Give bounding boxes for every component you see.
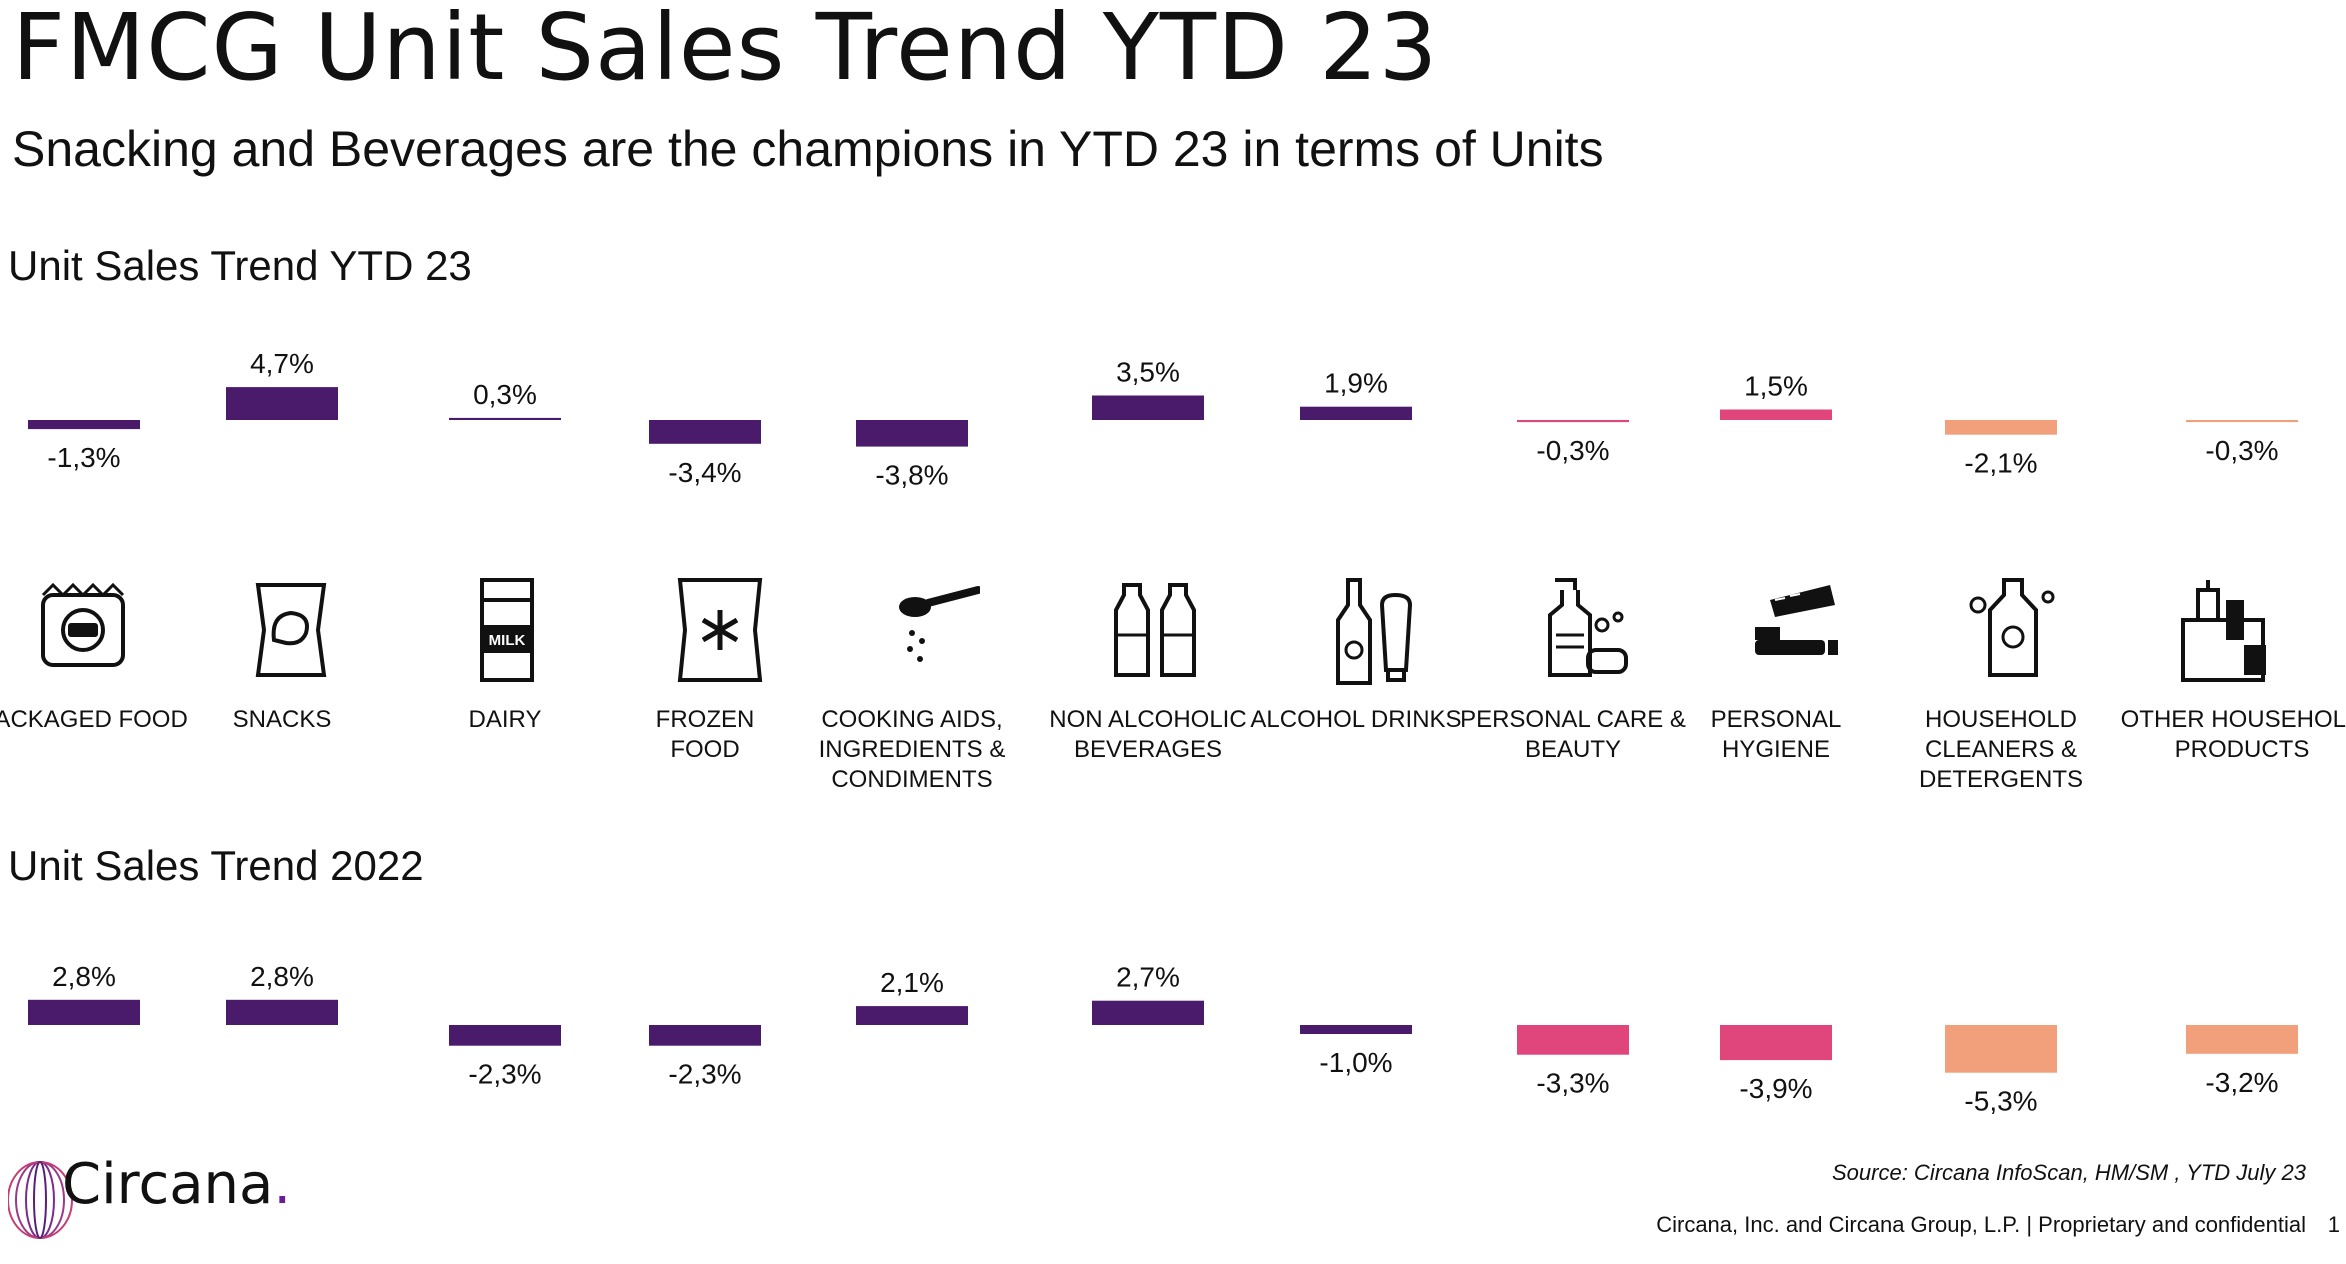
packaged-food-icon [41, 582, 125, 667]
bar-chart-2022-9 [1945, 1025, 2057, 1073]
source-note: Source: Circana InfoScan, HM/SM , YTD Ju… [1832, 1160, 2306, 1185]
bar-chart-2022-8 [1720, 1025, 1832, 1061]
value-label-chart-2022-8: -3,9% [1739, 1073, 1812, 1104]
spoon-icon [899, 586, 980, 662]
value-label-chart-2022-10: -3,2% [2205, 1067, 2278, 1098]
value-label-chart-ytd-7: -0,3% [1536, 435, 1609, 466]
chart-2022: 2,8% 2,8% -2,3% -2,3% 2,1% 2,7% -1,0% -3,3% -3,9… [28, 961, 2298, 1117]
bar-chart-ytd-0 [28, 420, 140, 430]
logo-text: Circana [62, 1152, 274, 1217]
category-label-non-alcoholic: NON ALCOHOLIC BEVERAGES [1049, 706, 1247, 763]
value-label-chart-ytd-1: 4,7% [250, 348, 314, 379]
bar-chart-ytd-10 [2186, 420, 2298, 423]
bar-chart-2022-0 [28, 999, 140, 1025]
bar-chart-2022-7 [1517, 1025, 1629, 1055]
value-label-chart-ytd-0: -1,3% [47, 442, 120, 473]
bar-chart-ytd-8 [1720, 409, 1832, 420]
milk-icon: MILK [480, 578, 534, 682]
bar-chart-ytd-2 [449, 417, 561, 420]
value-label-chart-2022-0: 2,8% [52, 961, 116, 992]
chart-ytd: -1,3% 4,7% 0,3% -3,4% -3,8% 3,5% 1,9% -0,3% 1,5%… [28, 348, 2298, 491]
bar-chart-ytd-4 [856, 420, 968, 447]
page-title: FMCG Unit Sales Trend YTD 23 [12, 0, 1439, 101]
category-label-household-cleaners: HOUSEHOLD CLEANERS & DETERGENTS [1918, 706, 2083, 793]
value-label-chart-ytd-4: -3,8% [875, 460, 948, 491]
bar-chart-2022-4 [856, 1006, 968, 1025]
value-label-chart-ytd-8: 1,5% [1744, 371, 1808, 402]
bar-chart-2022-1 [226, 999, 338, 1025]
value-label-chart-2022-9: -5,3% [1964, 1086, 2037, 1117]
bar-chart-2022-10 [2186, 1025, 2298, 1054]
bar-chart-ytd-3 [649, 420, 761, 444]
category-label-alcohol: ALCOHOL DRINKS [1250, 706, 1462, 733]
snacks-icon [255, 583, 327, 677]
value-label-chart-ytd-10: -0,3% [2205, 435, 2278, 466]
footer-text: Circana, Inc. and Circana Group, L.P. | … [1656, 1212, 2306, 1237]
value-label-chart-2022-3: -2,3% [668, 1059, 741, 1090]
bar-chart-2022-3 [649, 1025, 761, 1046]
bar-chart-ytd-7 [1517, 420, 1629, 423]
value-label-chart-ytd-6: 1,9% [1324, 368, 1388, 399]
category-icons: MILK [0, 575, 2346, 685]
section-label-2022: Unit Sales Trend 2022 [8, 842, 424, 889]
category-label-cooking-aids: COOKING AIDS, INGREDIENTS & CONDIMENTS [818, 706, 1006, 793]
value-label-chart-2022-1: 2,8% [250, 961, 314, 992]
section-label-ytd: Unit Sales Trend YTD 23 [8, 242, 472, 289]
value-label-chart-2022-5: 2,7% [1116, 962, 1180, 993]
toothbrush-icon [1755, 585, 1838, 655]
bar-chart-ytd-6 [1300, 406, 1412, 420]
category-label-personal-care: PERSONAL CARE & BEAUTY [1460, 706, 1686, 763]
category-label-frozen-food: FROZEN FOOD [655, 706, 755, 763]
category-label-personal-hygiene: PERSONAL HYGIENE [1710, 706, 1842, 763]
bar-chart-ytd-1 [226, 387, 338, 420]
bar-chart-ytd-5 [1092, 395, 1204, 420]
value-label-chart-2022-2: -2,3% [468, 1059, 541, 1090]
circana-logo [8, 1161, 73, 1239]
category-label-other-household: OTHER HOUSEHOLD PRODUCTS [2120, 706, 2346, 763]
value-label-chart-2022-7: -3,3% [1536, 1068, 1609, 1099]
beer-wine-icon [1336, 578, 1413, 685]
page-number: 1 [2327, 1212, 2340, 1237]
value-label-chart-ytd-9: -2,1% [1964, 448, 2037, 479]
value-label-chart-2022-4: 2,1% [880, 967, 944, 998]
value-label-chart-ytd-3: -3,4% [668, 457, 741, 488]
bar-chart-2022-5 [1092, 1000, 1204, 1025]
logo-dot: . [273, 1152, 292, 1217]
category-label-packaged-food: PACKAGED FOOD [0, 706, 188, 733]
logo-wordmark: Circana. [62, 1152, 291, 1217]
bar-chart-2022-6 [1300, 1025, 1412, 1034]
category-label-snacks: SNACKS [232, 706, 332, 733]
bar-chart-2022-2 [449, 1025, 561, 1046]
detergent-icon [1969, 578, 2055, 677]
frozen-food-icon [677, 578, 763, 682]
category-label-dairy: DAIRY [468, 706, 542, 733]
cleaning-supplies-icon [2181, 580, 2266, 682]
page-subtitle: Snacking and Beverages are the champions… [12, 121, 1604, 177]
soap-icon [1548, 578, 1628, 677]
value-label-chart-2022-6: -1,0% [1319, 1047, 1392, 1078]
value-label-chart-ytd-2: 0,3% [473, 379, 537, 410]
value-label-chart-ytd-5: 3,5% [1116, 357, 1180, 388]
svg-text:MILK: MILK [489, 632, 526, 649]
bar-chart-ytd-9 [1945, 420, 2057, 435]
bottles-icon [1114, 583, 1196, 677]
